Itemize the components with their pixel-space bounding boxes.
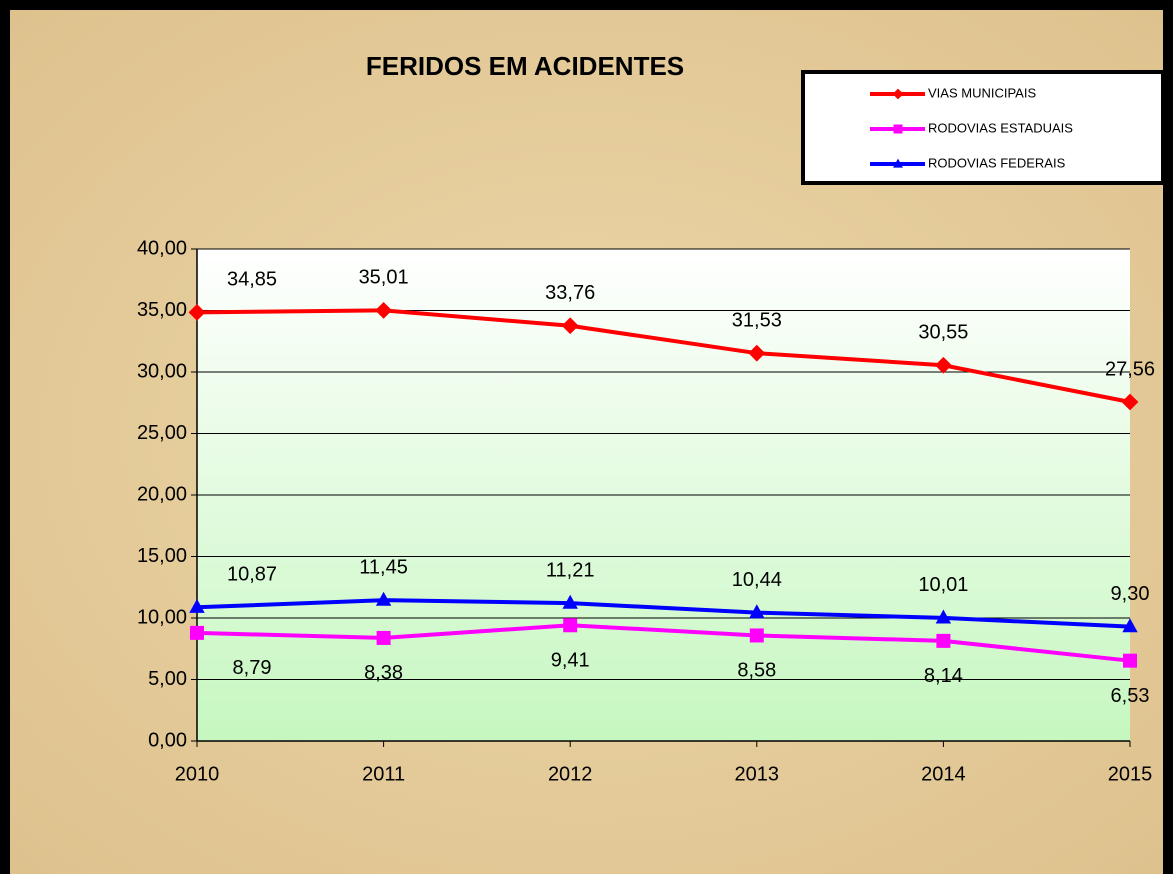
marker	[375, 591, 392, 606]
y-tick-label: 35,00	[137, 299, 187, 321]
marker	[1122, 618, 1138, 633]
marker	[893, 124, 903, 134]
x-tick-label: 2014	[921, 763, 966, 785]
marker	[1123, 653, 1137, 668]
data-label: 8,79	[233, 657, 272, 679]
data-label: 10,44	[732, 569, 782, 591]
y-tick-label: 40,00	[137, 237, 187, 259]
marker	[561, 317, 579, 335]
y-tick-label: 25,00	[137, 422, 187, 444]
data-label: 11,45	[359, 556, 408, 578]
data-label: 33,76	[545, 282, 595, 304]
marker	[190, 625, 204, 640]
marker	[375, 301, 392, 319]
data-label: 35,01	[359, 267, 409, 289]
marker	[893, 158, 903, 168]
data-label: 30,55	[918, 322, 968, 344]
data-label: 9,30	[1111, 583, 1150, 605]
legend-label: RODOVIAS FEDERAIS	[928, 155, 1066, 170]
data-label: 10,87	[227, 564, 277, 586]
legend-label: RODOVIAS ESTADUAIS	[928, 120, 1073, 135]
series-line	[196, 598, 1131, 629]
y-tick-label: 15,00	[137, 545, 187, 567]
data-label: 34,85	[227, 269, 277, 291]
marker	[188, 303, 206, 321]
x-tick-label: 2012	[548, 763, 593, 785]
marker	[376, 630, 391, 645]
y-tick-label: 5,00	[148, 668, 187, 690]
data-label: 27,56	[1105, 358, 1155, 380]
x-tick-label: 2013	[735, 763, 780, 785]
chart-title: FERIDOS EM ACIDENTES	[366, 51, 684, 81]
data-label: 11,21	[546, 559, 595, 581]
x-tick-label: 2010	[175, 763, 220, 785]
legend	[801, 70, 1165, 185]
series-line	[196, 623, 1131, 663]
marker	[748, 344, 766, 362]
x-tick-label: 2011	[362, 763, 405, 785]
data-label: 8,58	[737, 660, 776, 682]
marker	[563, 618, 578, 633]
data-label: 8,38	[364, 662, 403, 684]
marker	[749, 604, 765, 619]
data-label: 10,01	[918, 574, 968, 596]
y-tick-label: 30,00	[137, 360, 187, 382]
marker	[935, 356, 952, 374]
marker	[1121, 393, 1139, 411]
y-tick-label: 20,00	[137, 483, 187, 505]
data-label: 8,14	[924, 665, 963, 687]
data-label: 6,53	[1111, 685, 1150, 707]
data-label: 9,41	[551, 650, 590, 672]
y-tick-label: 0,00	[148, 729, 187, 751]
series-line	[196, 308, 1131, 404]
marker	[892, 88, 904, 100]
x-tick-label: 2015	[1108, 763, 1153, 785]
y-tick-label: 10,00	[137, 606, 187, 628]
marker	[936, 633, 951, 648]
legend-label: VIAS MUNICIPAIS	[928, 85, 1036, 100]
marker	[562, 594, 578, 609]
marker	[935, 609, 952, 624]
marker	[749, 628, 764, 643]
marker	[189, 598, 205, 613]
data-label: 31,53	[732, 309, 782, 331]
